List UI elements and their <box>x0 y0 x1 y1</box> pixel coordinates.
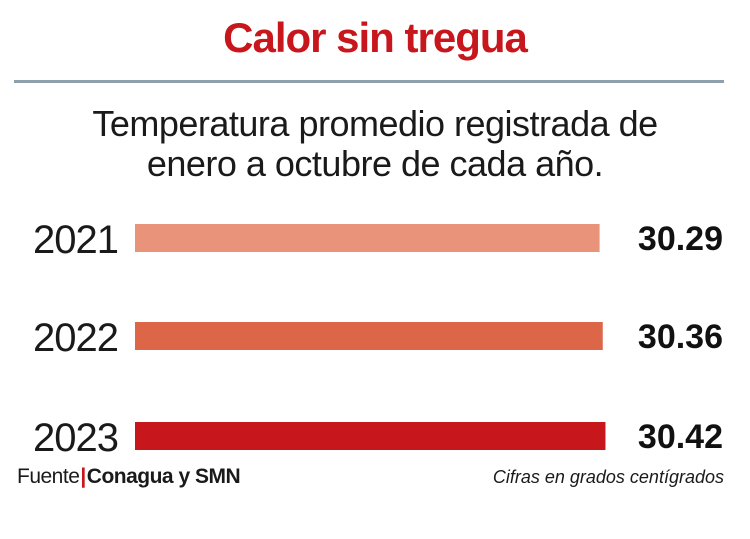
units-note: Cifras en grados centígrados <box>492 467 724 487</box>
bar-2023 <box>135 422 606 450</box>
category-label-2022: 2022 <box>33 316 118 360</box>
source-prefix: Fuente <box>17 465 80 488</box>
value-label-2021: 30.29 <box>638 220 723 258</box>
value-label-2022: 30.36 <box>638 318 723 356</box>
subtitle-line-1: Temperatura promedio registrada de <box>92 103 658 144</box>
source-name: Conagua y SMN <box>86 465 241 488</box>
value-label-2023: 30.42 <box>638 418 723 456</box>
title-divider <box>14 80 724 83</box>
chart-subtitle: Temperatura promedio registrada de enero… <box>0 104 750 184</box>
chart-title: Calor sin tregua <box>223 14 528 61</box>
category-label-2021: 2021 <box>33 218 118 262</box>
subtitle-line-2: enero a octubre de cada año. <box>146 143 604 184</box>
bar-2022 <box>135 322 603 350</box>
source-note: Fuente|Conagua y SMN <box>17 465 241 489</box>
source-separator: | <box>80 465 86 488</box>
bar-2021 <box>135 224 600 252</box>
category-label-2023: 2023 <box>33 416 118 460</box>
